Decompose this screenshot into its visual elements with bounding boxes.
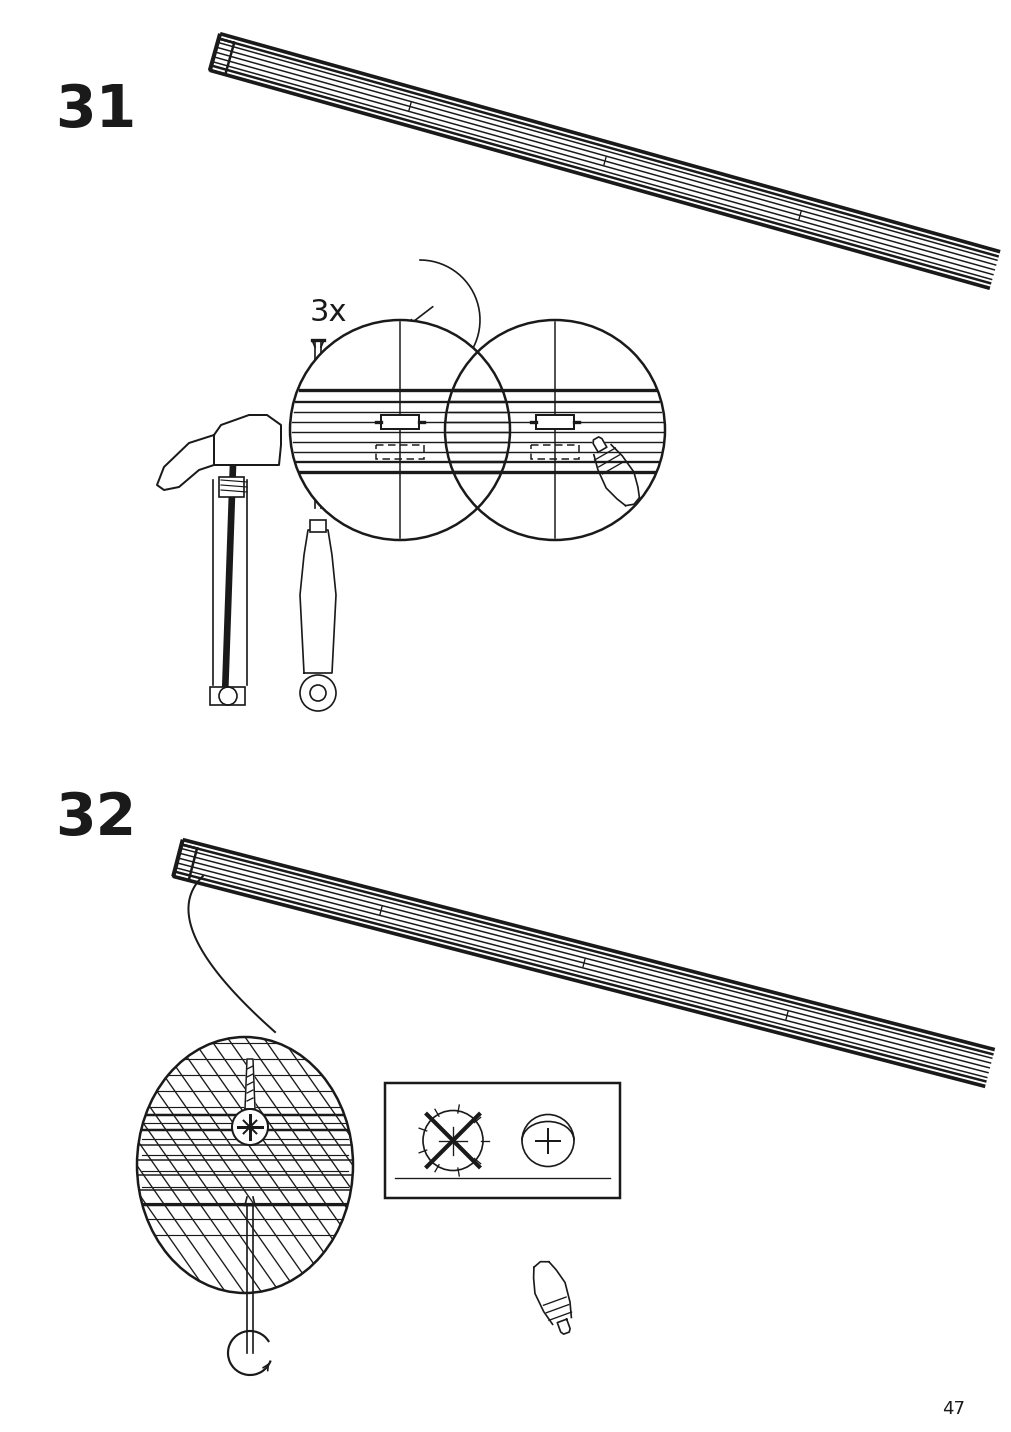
- Bar: [384, 1083, 620, 1199]
- Circle shape: [232, 1108, 268, 1146]
- Circle shape: [290, 319, 510, 540]
- Circle shape: [299, 674, 336, 712]
- Polygon shape: [557, 1319, 569, 1335]
- Polygon shape: [209, 516, 212, 596]
- Polygon shape: [247, 516, 251, 596]
- Polygon shape: [213, 415, 281, 465]
- Ellipse shape: [136, 1037, 353, 1293]
- Text: 31: 31: [55, 82, 136, 139]
- Polygon shape: [299, 530, 336, 673]
- Text: 47: 47: [941, 1400, 964, 1418]
- Text: 3x: 3x: [309, 298, 347, 326]
- Bar: [309, 520, 326, 533]
- Polygon shape: [592, 437, 607, 453]
- Bar: [536, 415, 573, 430]
- Bar: [380, 415, 419, 430]
- Text: 32: 32: [55, 790, 136, 846]
- Polygon shape: [245, 1060, 255, 1108]
- Bar: [210, 687, 245, 705]
- Bar: [376, 445, 424, 460]
- Circle shape: [445, 319, 664, 540]
- Bar: [218, 477, 244, 497]
- Polygon shape: [157, 435, 213, 490]
- Bar: [531, 445, 578, 460]
